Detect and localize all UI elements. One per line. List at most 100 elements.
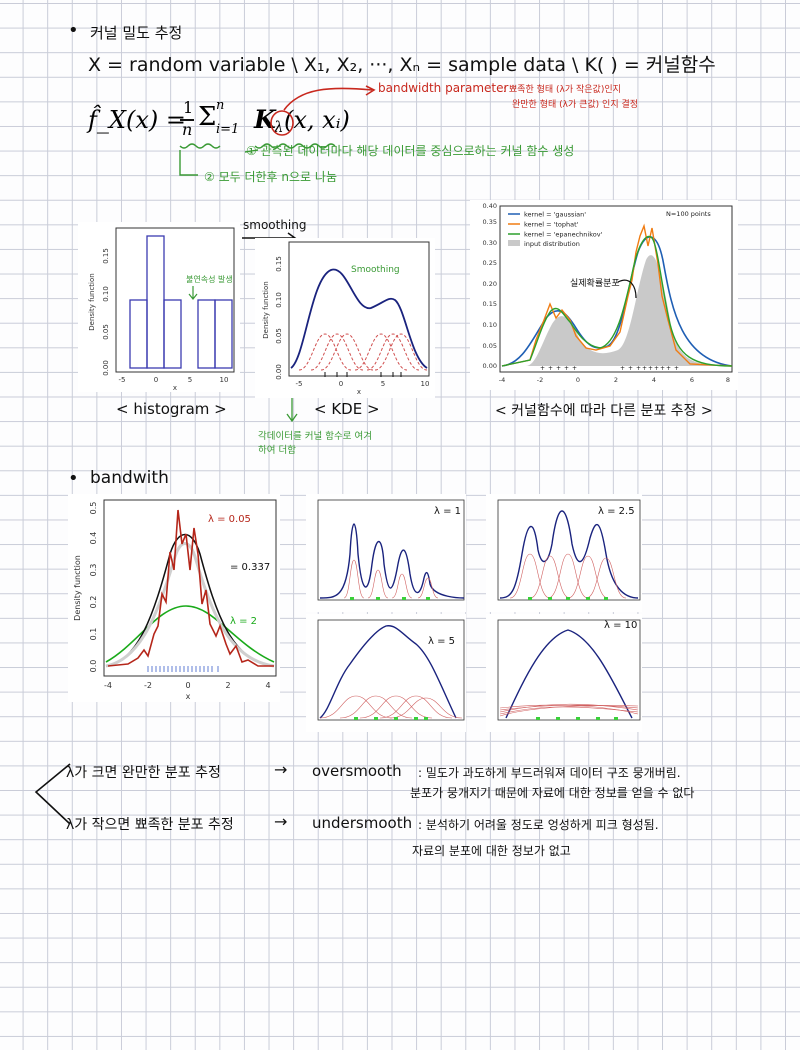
kc-xtick: 6: [690, 376, 694, 384]
formula-note-1: ① 관측된 데이터마다 해당 데이터를 중심으로하는 커널 함수 생성: [246, 144, 575, 158]
hist-xtick: 5: [188, 376, 192, 384]
kc-xtick: -4: [499, 376, 505, 384]
definition-line: X = random variable \ X₁, X₂, ···, Xₙ = …: [88, 54, 716, 76]
bw-curve-2: [105, 605, 275, 663]
kde-ytick: 0.00: [275, 364, 283, 380]
section1-title: 커널 밀도 추정: [90, 24, 183, 42]
hist-xtick: 0: [154, 376, 158, 384]
small-panel-1: λ = 1: [306, 494, 466, 612]
kc-annotation-arrow: [617, 279, 637, 299]
hist-xlabel: x: [173, 384, 177, 392]
hist-ytick: 0.10: [102, 286, 110, 302]
svg-text:+: +: [556, 365, 561, 372]
kde-rug: [324, 372, 402, 377]
small-panel-2: λ = 2.5: [486, 494, 642, 612]
svg-text:+: +: [642, 365, 647, 372]
kc-input-distribution: [502, 255, 732, 366]
kc-xtick: 2: [614, 376, 618, 384]
kc-gaussian-line: [501, 236, 733, 367]
formula-frac-num: 1: [183, 98, 194, 117]
hist-ytick: 0.05: [102, 324, 110, 340]
kde-kernels: [298, 333, 428, 371]
bandwidth-figure: 0.0 0.1 0.2 0.3 0.4 0.5 Density function…: [68, 494, 280, 702]
histogram-bar: [197, 299, 216, 369]
kernel-compare-figure: kernel = 'gaussian' kernel = 'tophat' ke…: [470, 200, 738, 390]
svg-text:+: +: [572, 365, 577, 372]
row1-term: oversmooth: [312, 762, 402, 780]
small-panel-label: λ = 1: [434, 506, 461, 517]
kc-xtick: -2: [537, 376, 543, 384]
kde-xlabel: x: [357, 388, 361, 396]
histogram-axes: [115, 227, 235, 373]
kc-ytick: 0.15: [483, 300, 497, 308]
section2-title: bandwith: [90, 468, 169, 488]
bw-label-mid: = 0.337: [230, 562, 270, 573]
histogram-caption: < histogram >: [116, 400, 227, 418]
formula-frac-den: n: [182, 120, 193, 139]
row1-arrow: →: [274, 760, 288, 779]
kde-xtick: 0: [339, 380, 343, 388]
row1-desc: : 밀도가 과도하게 부드러워져 데이터 구조 뭉개버림.: [418, 766, 681, 780]
kc-ytick: 0.25: [483, 259, 497, 267]
small-panel-label: λ = 5: [428, 636, 455, 647]
kde-ytick: 0.05: [275, 328, 283, 344]
svg-text:+: +: [674, 365, 679, 372]
kde-curve: [290, 268, 428, 369]
formula-frac-bar: [180, 119, 194, 121]
kernel-underline: [254, 143, 336, 149]
bw-xtick: 2: [225, 681, 230, 690]
histogram-bar: [214, 299, 233, 369]
bw-label-large: λ = 2: [230, 616, 257, 627]
kc-ytick: 0.40: [483, 202, 497, 210]
row2-term: undersmooth: [312, 814, 413, 832]
kernel-compare-caption: < 커널함수에 따라 다른 분포 추정 >: [495, 403, 713, 419]
hist-xtick: -5: [119, 376, 126, 384]
histogram-bar: [146, 235, 165, 369]
kc-legend-entry: input distribution: [524, 240, 580, 248]
row2-left: λ가 작으면 뾰족한 분포 추정: [66, 817, 234, 833]
kde-xtick: 5: [381, 380, 385, 388]
kc-legend-entry: kernel = 'tophat': [524, 221, 579, 229]
bw-ytick: 0.4: [89, 532, 98, 545]
kc-xtick: 4: [652, 376, 656, 384]
kc-legend-entry: kernel = 'epanechnikov': [524, 231, 603, 239]
kc-ytick: 0.35: [483, 218, 497, 226]
kde-note-arrow: [286, 398, 298, 423]
kde-axes: [288, 241, 430, 377]
kde-ylabel: Density function: [262, 281, 270, 338]
svg-text:+: +: [628, 365, 633, 372]
kc-ytick: 0.05: [483, 342, 497, 350]
svg-text:+: +: [548, 365, 553, 372]
formula-sum-bottom: i=1: [216, 122, 240, 137]
kc-ytick: 0.10: [483, 321, 497, 329]
formula-lambda: λ: [274, 118, 284, 136]
histogram-bars: [129, 235, 233, 369]
lambda-circle: [270, 110, 294, 136]
formula-args: (x, xᵢ): [284, 106, 350, 134]
svg-text:+: +: [648, 365, 653, 372]
bw-xlabel: x: [186, 692, 191, 701]
kc-xtick: 0: [576, 376, 580, 384]
kde-ytick: 0.10: [275, 292, 283, 308]
frac-underline: [179, 150, 198, 176]
bw-curve-005: [107, 509, 274, 667]
kc-ytick: 0.00: [483, 362, 497, 370]
kc-ytick: 0.30: [483, 239, 497, 247]
row2-desc-2: 자료의 분포에 대한 정보가 없고: [412, 844, 571, 858]
conclusion-bracket: [34, 763, 71, 825]
lambda-arrow: [283, 87, 373, 111]
kernel-underline-link: [244, 149, 259, 153]
svg-text:+: +: [620, 365, 625, 372]
kde-ytick: 0.15: [275, 256, 283, 272]
svg-text:+: +: [660, 365, 665, 372]
hist-annotation-arrow: [188, 286, 198, 300]
bw-ytick: 0.2: [89, 596, 98, 609]
section1-bullet: •: [68, 20, 79, 41]
formula-sum: Σ: [198, 102, 217, 132]
formula-note-2: ② 모두 더한후 n으로 나눔: [204, 170, 337, 184]
hist-ytick: 0.00: [102, 360, 110, 376]
row2-desc: : 분석하기 어려울 정도로 엉성하게 피크 형성됨.: [418, 818, 659, 832]
bw-xtick: 0: [185, 681, 190, 690]
kde-note-2: 하여 더함: [258, 445, 296, 456]
